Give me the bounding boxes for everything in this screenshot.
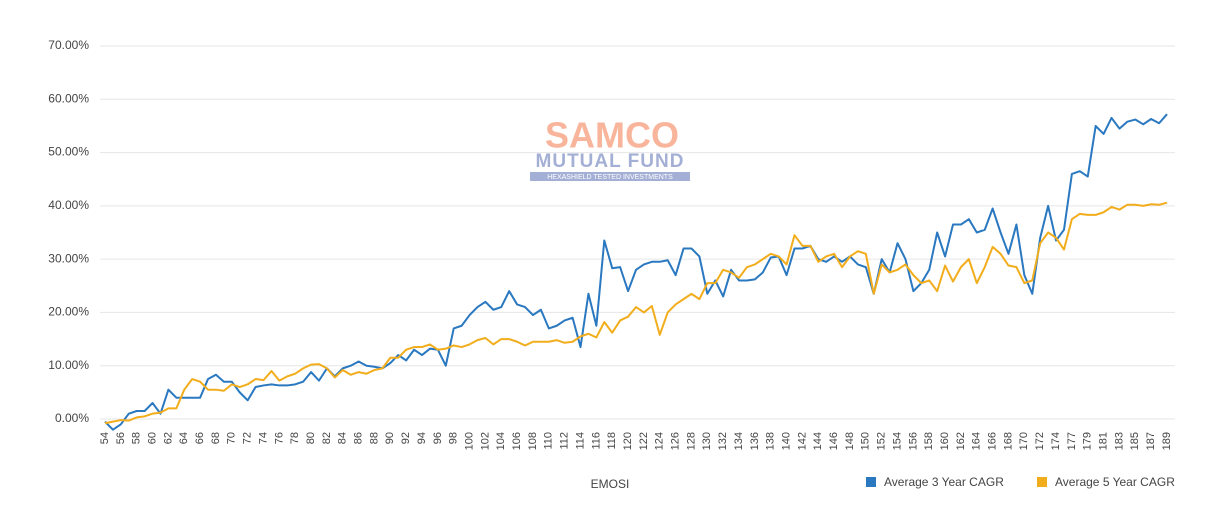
x-tick-label: 183 — [1113, 432, 1125, 450]
x-tick-label: 132 — [717, 432, 729, 450]
x-tick-label: 124 — [654, 432, 666, 450]
x-tick-label: 148 — [844, 432, 856, 450]
x-tick-label: 82 — [321, 432, 333, 444]
x-tick-label: 58 — [131, 432, 143, 444]
x-tick-label: 126 — [670, 432, 682, 450]
x-tick-label: 166 — [987, 432, 999, 450]
x-tick-label: 86 — [353, 432, 365, 444]
x-tick-label: 120 — [622, 432, 634, 450]
x-tick-label: 140 — [780, 432, 792, 450]
y-tick-label: 20.00% — [48, 305, 89, 319]
x-tick-label: 172 — [1034, 432, 1046, 450]
x-tick-label: 160 — [939, 432, 951, 450]
x-tick-label: 150 — [860, 432, 872, 450]
watermark-subtitle: MUTUAL FUND — [536, 151, 685, 172]
x-tick-label: 185 — [1129, 432, 1141, 450]
x-tick-label: 94 — [416, 432, 428, 444]
x-tick-label: 88 — [368, 432, 380, 444]
x-tick-label: 72 — [242, 432, 254, 444]
x-tick-label: 170 — [1018, 432, 1030, 450]
legend-label: Average 5 Year CAGR — [1055, 475, 1175, 489]
y-tick-label: 30.00% — [48, 251, 89, 265]
x-tick-label: 54 — [99, 432, 111, 444]
x-tick-label: 118 — [606, 432, 618, 450]
watermark-tagline: HEXASHIELD TESTED INVESTMENTS — [547, 174, 673, 181]
x-tick-label: 174 — [1050, 432, 1062, 450]
x-tick-label: 66 — [194, 432, 206, 444]
x-tick-label: 100 — [463, 432, 475, 450]
y-tick-label: 60.00% — [48, 91, 89, 105]
x-tick-label: 92 — [400, 432, 412, 444]
x-tick-label: 60 — [146, 432, 158, 444]
x-tick-label: 108 — [527, 432, 539, 450]
x-tick-label: 152 — [876, 432, 888, 450]
x-tick-label: 62 — [162, 432, 174, 444]
x-tick-label: 162 — [955, 432, 967, 450]
x-tick-label: 122 — [638, 432, 650, 450]
x-tick-label: 164 — [971, 432, 983, 450]
x-axis-label: EMOSI — [591, 477, 630, 491]
x-tick-label: 64 — [178, 432, 190, 444]
x-tick-label: 130 — [701, 432, 713, 450]
x-tick-label: 114 — [574, 432, 586, 450]
watermark: SAMCO MUTUAL FUND HEXASHIELD TESTED INVE… — [530, 115, 690, 181]
x-tick-label: 179 — [1082, 432, 1094, 450]
y-tick-label: 0.00% — [55, 411, 89, 425]
watermark-band — [530, 172, 690, 181]
legend-swatch — [866, 477, 876, 487]
x-tick-label: 146 — [828, 432, 840, 450]
x-tick-label: 142 — [796, 432, 808, 450]
x-tick-label: 156 — [907, 432, 919, 450]
x-tick-label: 116 — [590, 432, 602, 450]
x-tick-label: 112 — [559, 432, 571, 450]
y-tick-label: 70.00% — [48, 38, 89, 52]
y-tick-label: 10.00% — [48, 358, 89, 372]
x-tick-label: 104 — [495, 432, 507, 450]
series-line — [104, 113, 1168, 431]
x-tick-label: 78 — [289, 432, 301, 444]
x-tick-label: 177 — [1066, 432, 1078, 450]
watermark-brand: SAMCO — [545, 115, 679, 156]
x-tick-label: 138 — [765, 432, 777, 450]
x-tick-label: 76 — [273, 432, 285, 444]
x-tick-label: 74 — [257, 432, 269, 444]
x-tick-label: 189 — [1161, 432, 1173, 450]
x-tick-label: 144 — [812, 432, 824, 450]
legend-swatch — [1037, 477, 1047, 487]
x-tick-label: 96 — [432, 432, 444, 444]
x-tick-label: 70 — [226, 432, 238, 444]
x-tick-label: 106 — [511, 432, 523, 450]
x-tick-label: 84 — [337, 432, 349, 444]
x-tick-label: 134 — [733, 432, 745, 450]
series-line — [104, 201, 1168, 425]
x-tick-label: 154 — [891, 432, 903, 450]
x-tick-label: 128 — [685, 432, 697, 450]
y-tick-label: 40.00% — [48, 198, 89, 212]
x-tick-label: 102 — [479, 432, 491, 450]
x-tick-label: 56 — [115, 432, 127, 444]
x-tick-label: 110 — [543, 432, 555, 450]
x-tick-label: 90 — [384, 432, 396, 444]
x-tick-label: 158 — [923, 432, 935, 450]
x-tick-label: 187 — [1145, 432, 1157, 450]
x-tick-label: 168 — [1002, 432, 1014, 450]
x-tick-label: 80 — [305, 432, 317, 444]
x-tick-label: 181 — [1098, 432, 1110, 450]
x-tick-label: 136 — [749, 432, 761, 450]
x-tick-label: 98 — [448, 432, 460, 444]
legend-label: Average 3 Year CAGR — [884, 475, 1004, 489]
y-tick-label: 50.00% — [48, 145, 89, 159]
x-tick-label: 68 — [210, 432, 222, 444]
